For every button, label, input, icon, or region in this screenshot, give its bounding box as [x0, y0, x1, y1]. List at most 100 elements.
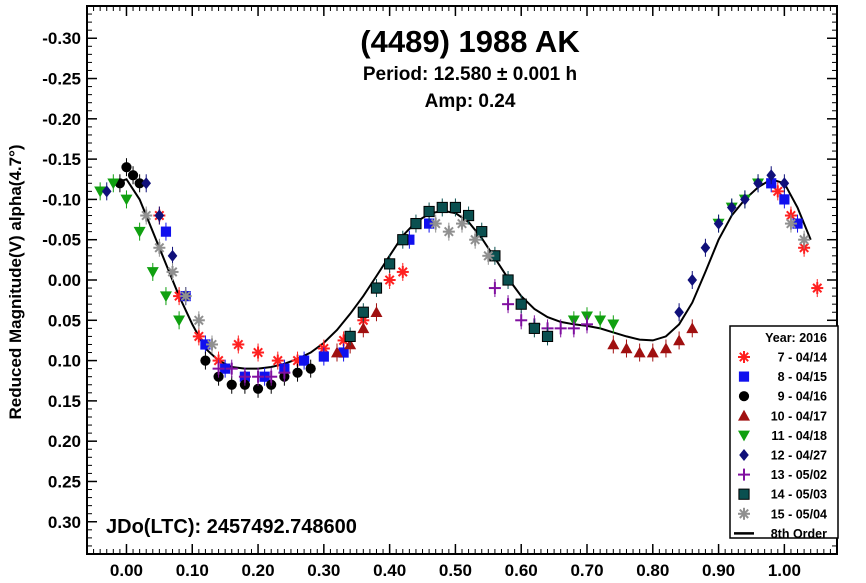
data-point [423, 205, 435, 218]
data-point [581, 318, 593, 331]
data-point [252, 370, 265, 383]
y-tick-label: 0.15 [48, 392, 81, 411]
x-tick-labels: 0.00 0.10 0.20 0.30 0.40 0.50 0.60 0.70 0.80 0.90… [110, 561, 801, 580]
legend-label: 7 - 04/14 [778, 351, 827, 365]
x-tick-label: 1.00 [768, 561, 801, 580]
data-point [784, 217, 797, 230]
data-point [192, 330, 205, 343]
data-point [429, 217, 442, 230]
data-point [779, 194, 790, 205]
data-point [502, 274, 514, 286]
period-subtitle: Period: 12.580 ± 0.001 h [363, 64, 577, 85]
data-point [798, 233, 811, 246]
data-point [299, 355, 310, 366]
data-point [140, 209, 153, 222]
y-tick-label: 0.00 [48, 271, 81, 290]
x-tick-label: 0.50 [439, 561, 472, 580]
data-point [271, 354, 284, 367]
data-point [200, 339, 211, 350]
data-point [396, 265, 409, 278]
y-axis-label: Reduced Magnitude(V) alpha(4.7°) [6, 144, 25, 419]
series-4 [331, 303, 699, 362]
legend-label: 13 - 05/02 [771, 468, 827, 482]
data-point [166, 265, 179, 278]
legend-label: 11 - 04/18 [771, 429, 827, 443]
legend-label: 14 - 05/03 [771, 488, 827, 502]
data-point [397, 234, 409, 246]
data-point [462, 209, 475, 222]
data-point [488, 282, 501, 295]
data-point [515, 298, 527, 310]
legend-marker [738, 507, 750, 520]
data-point [449, 201, 462, 214]
data-point [541, 330, 554, 343]
data-point [146, 267, 159, 278]
series-6 [101, 166, 790, 322]
data-point [771, 185, 784, 198]
data-point [238, 370, 251, 383]
legend-marker [739, 449, 749, 461]
data-point [633, 346, 646, 358]
data-point [620, 342, 633, 354]
data-point [424, 218, 435, 229]
legend-label: 15 - 05/04 [771, 507, 827, 521]
x-tick-label: 0.40 [373, 561, 406, 580]
data-point [134, 178, 145, 189]
data-point [370, 282, 383, 294]
data-point [442, 225, 455, 238]
data-point [554, 322, 567, 335]
data-point [686, 322, 699, 334]
y-tick-label: 0.30 [48, 513, 81, 532]
data-points-layer [94, 158, 824, 398]
series-7 [212, 279, 593, 386]
data-point [383, 274, 396, 286]
y-tick-label: -0.30 [42, 29, 81, 48]
x-tick-label: 0.90 [702, 561, 735, 580]
amplitude-subtitle: Amp: 0.24 [425, 91, 516, 112]
data-point [766, 169, 777, 182]
data-point [811, 282, 824, 295]
data-point [154, 209, 165, 222]
legend-label: 9 - 04/16 [778, 390, 827, 404]
data-point [160, 226, 172, 237]
y-tick-label: 0.05 [48, 311, 81, 330]
data-point [456, 217, 468, 230]
data-point [225, 362, 238, 375]
data-point [107, 178, 120, 190]
data-point [101, 185, 112, 198]
x-tick-label: 0.80 [636, 561, 669, 580]
data-point [753, 177, 763, 190]
data-point [674, 306, 684, 319]
data-point [127, 170, 139, 181]
fit-curve-8th-order [113, 178, 812, 370]
series-1 [153, 182, 824, 370]
y-tick-label: -0.10 [42, 190, 81, 209]
data-point [469, 233, 482, 246]
fit-curve-layer [113, 178, 812, 370]
data-point [259, 371, 270, 382]
legend-entries: 7 - 04/14 8 - 04/15 9 - 04/16 10 - 04/17 11 … [734, 351, 827, 541]
plot-frame [86, 5, 838, 555]
data-point [252, 383, 264, 394]
legend-marker [738, 488, 750, 500]
data-point [370, 306, 383, 318]
y-tick-label: 0.10 [48, 352, 81, 371]
data-point [713, 217, 724, 230]
series-3 [114, 158, 316, 398]
data-point [121, 162, 132, 173]
data-point [141, 177, 152, 190]
data-point [220, 363, 231, 374]
x-tick-label: 0.20 [242, 561, 275, 580]
legend-label-fit: 8th Order [771, 527, 827, 541]
x-tick-label: 0.70 [570, 561, 603, 580]
data-point [265, 370, 278, 383]
data-point [338, 347, 349, 358]
data-point [318, 351, 329, 362]
y-tick-label: -0.05 [42, 231, 81, 250]
legend-marker [738, 391, 750, 402]
legend-marker [738, 468, 750, 481]
axis-ticks [87, 6, 837, 554]
series-9 [140, 206, 811, 354]
data-point [344, 330, 356, 343]
